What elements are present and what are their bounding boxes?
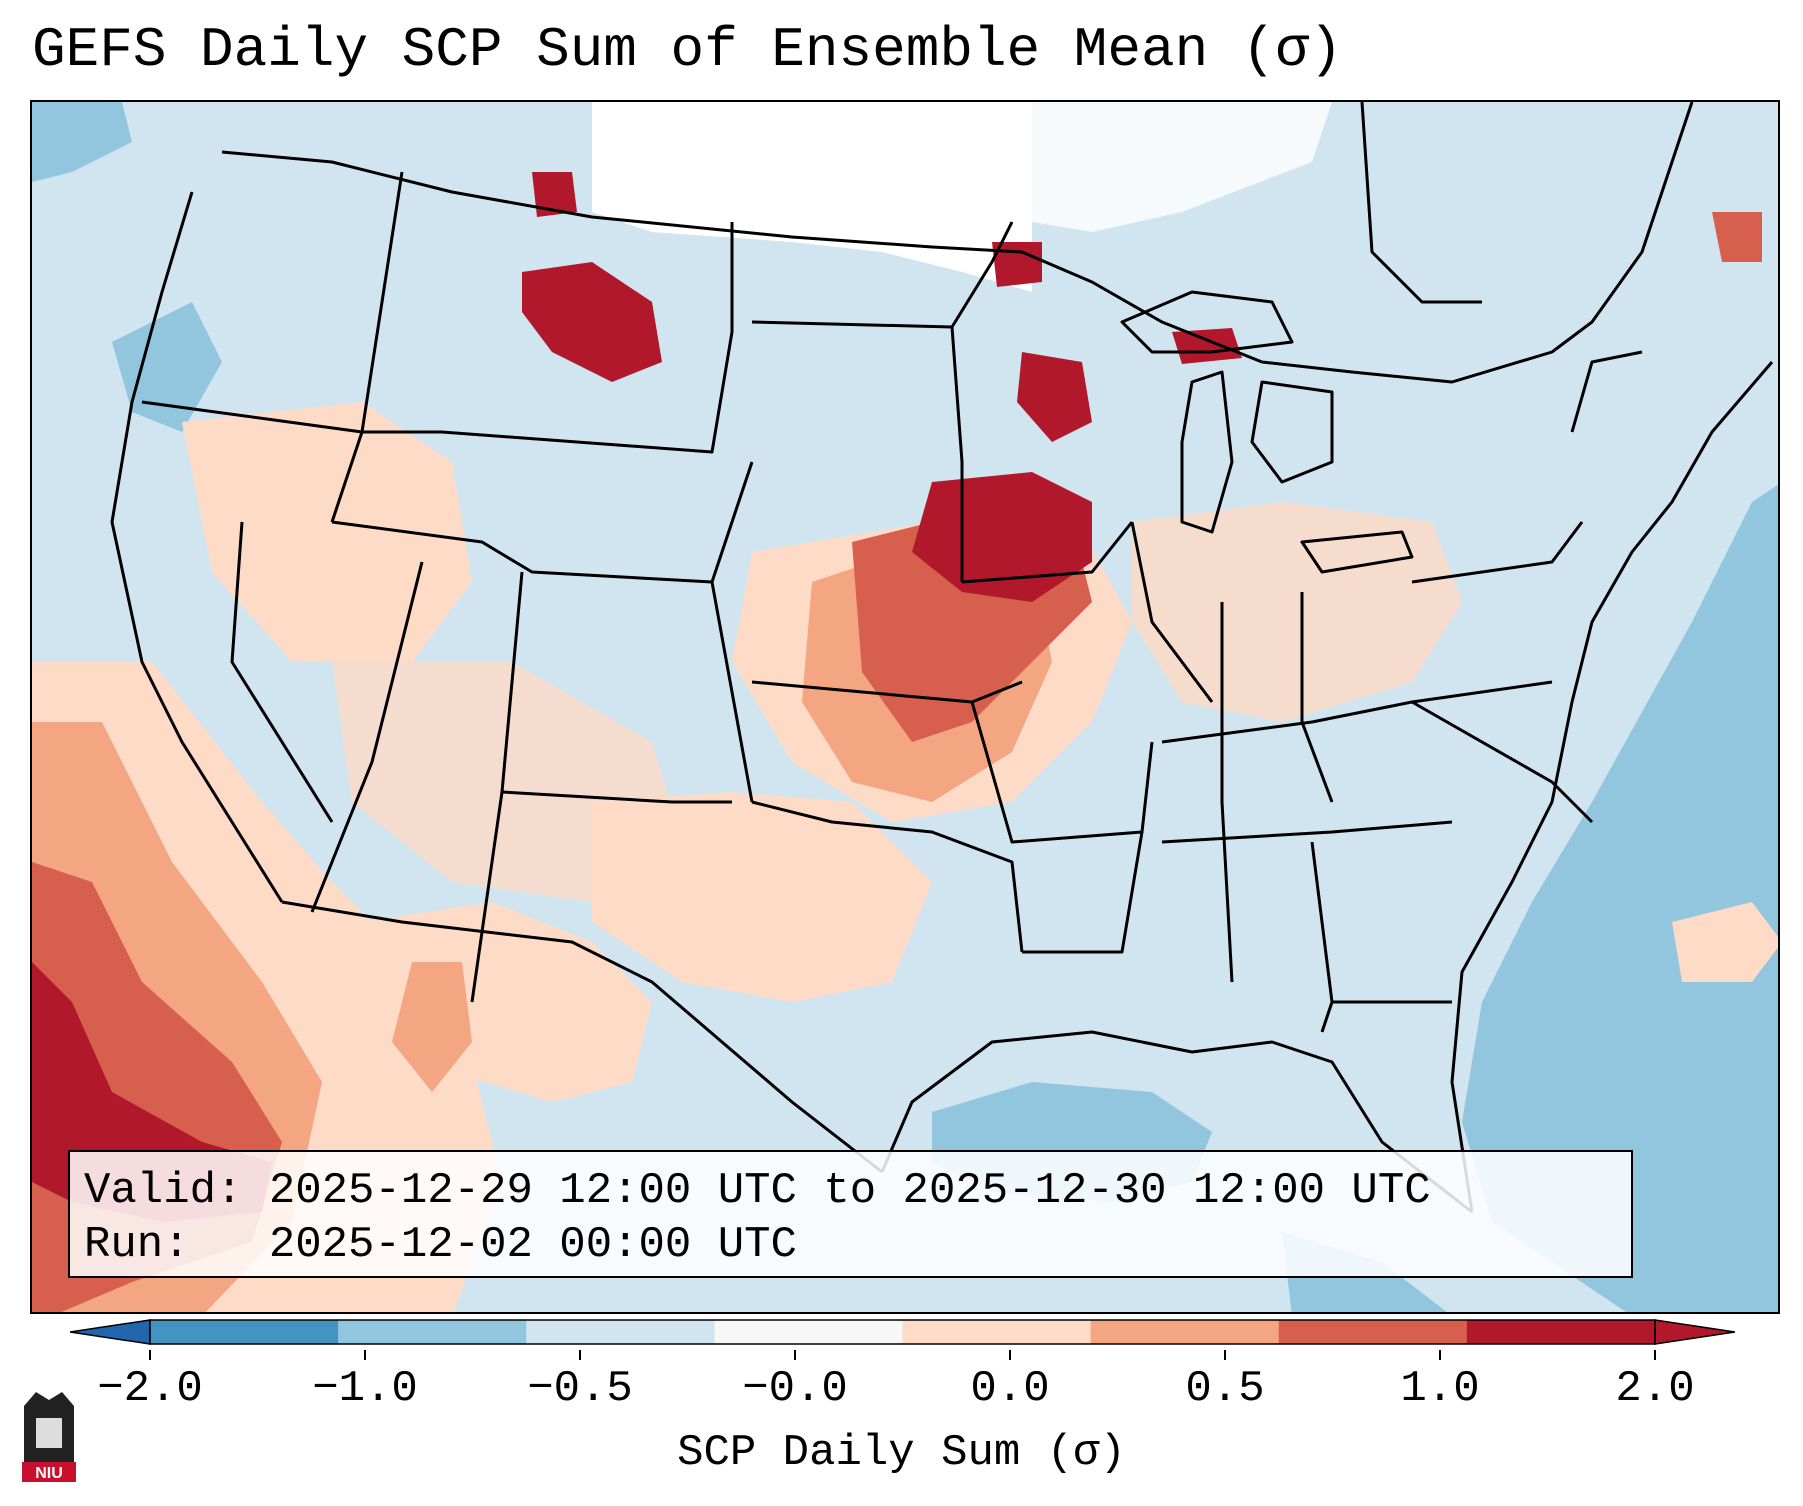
us-canada-border: [221, 102, 1694, 384]
state-line-tn-al: [1161, 820, 1453, 844]
colorbar-segment: [902, 1320, 1092, 1344]
colorbar-tick-label: 2.0: [1615, 1364, 1695, 1414]
lake-erie: [1300, 530, 1414, 574]
colorbar-segment: [150, 1320, 339, 1344]
state-line-id-mt: [330, 171, 404, 523]
nw-corner-negative-region: [32, 102, 132, 182]
colorbar-tick-mark: [579, 1350, 581, 1360]
colorbar-segment: [338, 1320, 527, 1344]
minnesota-max-positive-region: [992, 242, 1042, 287]
atlantic-coastline: [1450, 361, 1774, 1213]
colorbar-tick-label: −0.0: [742, 1364, 848, 1414]
northern-plains-neutral-region: [592, 102, 1032, 292]
great-basin-positive-region: [182, 402, 472, 662]
boundaries: [110, 102, 1774, 1214]
colorbar-segment: [526, 1320, 715, 1344]
wisconsin-max-positive-region: [1017, 352, 1092, 442]
colorbar-tick-mark: [794, 1350, 796, 1360]
state-line-nm-tx: [501, 790, 732, 804]
map-panel: [30, 100, 1780, 1314]
canada-neutral-region: [1032, 102, 1332, 232]
us-mexico-border: [281, 900, 883, 1174]
run-label: Run:: [84, 1220, 190, 1270]
state-line-ut-co: [310, 561, 424, 913]
neutral-regions: [592, 102, 1332, 292]
colorbar-tick-mark: [1654, 1350, 1656, 1360]
state-line-ca-nv: [230, 521, 334, 823]
colorbar: [70, 1319, 1735, 1345]
niu-logo: NIU: [22, 1392, 76, 1482]
colorbar-outline: [149, 1319, 1656, 1345]
colorbar-tick-mark: [149, 1350, 151, 1360]
iowa-max-positive-region: [912, 472, 1092, 602]
colorbar-over-triangle: [1654, 1319, 1735, 1345]
pacific-coastline: [110, 191, 284, 903]
colorbar-tick-label: −1.0: [312, 1364, 418, 1414]
logo-text: NIU: [35, 1465, 63, 1482]
colorbar-tick-label: 1.0: [1400, 1364, 1480, 1414]
sierra-madre-positive-region: [392, 962, 472, 1092]
state-line-in-oh: [1220, 602, 1234, 983]
colorbar-tick-label: −2.0: [97, 1364, 203, 1414]
upper-michigan-max-positive-region: [1172, 328, 1242, 364]
lake-huron: [1250, 380, 1334, 484]
colorbar-segment: [1090, 1320, 1280, 1344]
colorbar-segment: [714, 1320, 903, 1344]
atlantic-negative-region: [1462, 484, 1778, 1312]
colorbar-tick-mark: [1439, 1350, 1441, 1360]
colorbar-segment: [1278, 1320, 1468, 1344]
state-line-al-ga: [1310, 841, 1334, 1033]
logo-text-band: [22, 1462, 76, 1482]
state-line-ok-tx: [751, 800, 1024, 953]
lake-michigan: [1180, 370, 1234, 534]
state-line-il-in: [1130, 521, 1214, 703]
state-line-west-central: [331, 461, 754, 584]
state-line-plains-north: [751, 320, 964, 582]
colorbar-label: SCP Daily Sum (σ): [677, 1428, 1126, 1478]
state-line-plains-east: [950, 221, 1014, 328]
run-time: 2025-12-02 00:00 UTC: [268, 1220, 797, 1270]
valid-label: Valid:: [84, 1166, 243, 1216]
colorbar-segments: [150, 1320, 1656, 1344]
state-line-va-nc: [1411, 700, 1594, 824]
state-line-la-ms: [1022, 831, 1144, 954]
southwest-positive-region: [332, 662, 682, 902]
state-line-tn-ky: [1161, 680, 1553, 744]
valid-run-info-box: Valid: 2025-12-29 12:00 UTC to 2025-12-3…: [68, 1150, 1633, 1278]
state-line-mt-wy: [441, 222, 734, 454]
colorbar-tick-label: −0.5: [527, 1364, 633, 1414]
montana-north-max-positive-region: [532, 172, 577, 217]
ohio-valley-positive-region: [1132, 502, 1462, 722]
canada-interior-line: [1360, 102, 1482, 304]
colorbar-tick-label: 0.0: [970, 1364, 1050, 1414]
colorbar-under-triangle: [70, 1319, 151, 1345]
state-line-ny-vt: [1570, 350, 1643, 433]
state-line-ia-mo: [961, 521, 1134, 584]
logo-window: [36, 1418, 62, 1448]
montana-max-positive-region: [522, 262, 662, 382]
atlantic-positive-region: [1672, 902, 1778, 982]
mexico-positive-region: [362, 902, 652, 1102]
colorbar-tick-mark: [364, 1350, 366, 1360]
map-svg: [32, 102, 1778, 1312]
state-line-co-ks: [710, 581, 754, 803]
colorbar-tick-label: 0.5: [1185, 1364, 1265, 1414]
colorbar-tick-mark: [1009, 1350, 1011, 1360]
state-line-mo-ar: [970, 701, 1154, 844]
gulf-coastline: [880, 1030, 1473, 1214]
valid-time: 2025-12-29 12:00 UTC to 2025-12-30 12:00…: [268, 1166, 1431, 1216]
colorbar-tick-mark: [1224, 1350, 1226, 1360]
lake-superior: [1120, 290, 1294, 354]
logo-tower-roof: [24, 1392, 74, 1406]
chart-title: GEFS Daily SCP Sum of Ensemble Mean (σ): [32, 18, 1343, 82]
colorbar-segment: [1466, 1320, 1656, 1344]
state-line-pa-ny: [1411, 521, 1584, 584]
colorbar-ticks: −2.0 −1.0 −0.5 −0.0 0.0 0.5 1.0 2.0: [0, 1350, 1803, 1420]
pacific-nw-negative-region: [112, 302, 222, 432]
maine-positive-region: [1712, 212, 1762, 262]
